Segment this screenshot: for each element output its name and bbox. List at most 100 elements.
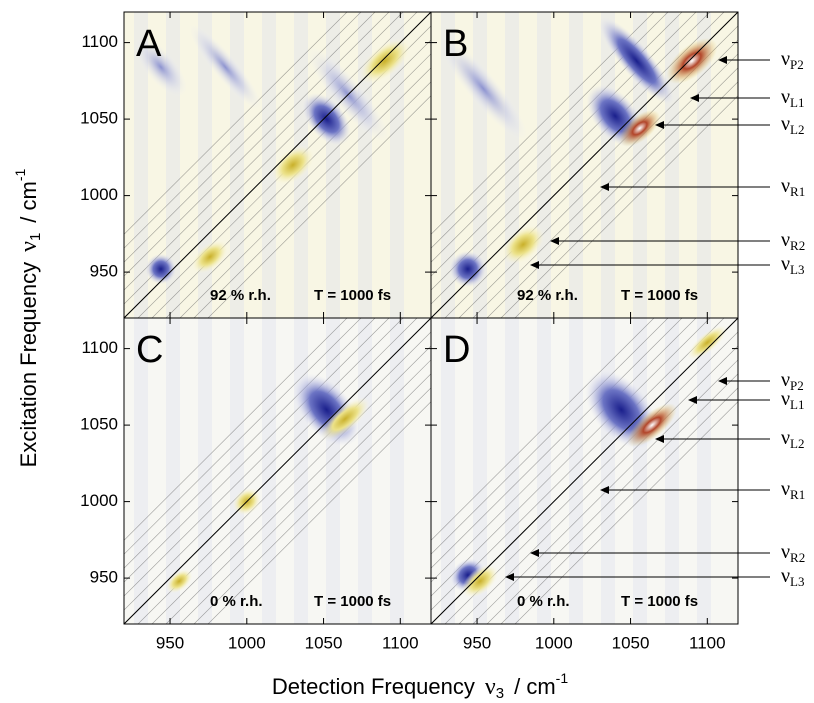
x-tick-label: 1100	[689, 633, 726, 652]
peak-blob	[320, 397, 370, 441]
contour	[124, 318, 348, 541]
x-axis-label: Detection Frequency ν3 / cm-1	[272, 670, 568, 702]
peak-blob	[449, 250, 487, 288]
contour	[431, 12, 669, 249]
arrow-head	[690, 94, 699, 102]
y-tick-label: 1050	[80, 109, 118, 128]
peak-symbol: ν	[781, 113, 790, 135]
peak-symbol: ν	[781, 253, 790, 275]
contour	[458, 39, 738, 318]
streak	[262, 318, 276, 624]
x-tick-label: 950	[156, 633, 184, 652]
contour	[431, 318, 683, 569]
contour	[458, 345, 738, 624]
peak-label: νL2	[781, 113, 805, 137]
humidity-note: 0 % r.h.	[517, 593, 570, 610]
diagonal	[124, 12, 431, 318]
y-tick-label: 1100	[81, 338, 118, 357]
contour	[179, 67, 431, 318]
peak-symbol: ν	[781, 48, 790, 70]
y-axis-exponent: -1	[12, 168, 28, 181]
peak-label: νL1	[781, 86, 805, 110]
streak	[697, 318, 711, 624]
peak-subscript: R1	[790, 184, 805, 199]
contour	[193, 81, 431, 318]
streak	[505, 12, 519, 318]
y-tick-label: 950	[90, 568, 118, 587]
peak-label: νR2	[781, 229, 805, 253]
humidity-note: 92 % r.h.	[210, 287, 271, 304]
streak	[262, 12, 276, 318]
peak-label: νP2	[781, 48, 804, 72]
peak-label: νL3	[781, 253, 805, 277]
x-tick-label: 1050	[305, 633, 343, 652]
y-axis-symbol: ν	[16, 241, 42, 252]
peak-subscript: L1	[790, 95, 804, 110]
arrow-head	[655, 435, 664, 443]
x-tick-label: 1100	[382, 633, 419, 652]
contour	[124, 318, 418, 611]
arrow-head	[505, 573, 514, 581]
peak-blob	[271, 145, 315, 185]
peak-subscript: P2	[790, 378, 804, 393]
peak-symbol: ν	[781, 229, 790, 251]
streak	[390, 12, 404, 318]
peak-label: νL2	[781, 427, 805, 451]
streak	[166, 318, 180, 624]
arrow-head	[530, 549, 539, 557]
contour	[431, 12, 655, 235]
streak	[358, 318, 372, 624]
arrow-head	[655, 121, 664, 129]
peak-symbol: ν	[781, 86, 790, 108]
streak	[326, 318, 340, 624]
peak-blob	[501, 224, 545, 265]
contour	[124, 318, 362, 555]
panel	[124, 318, 431, 624]
x-axis-symbol: ν	[485, 674, 496, 700]
contour	[151, 345, 431, 624]
streak	[537, 318, 551, 624]
contour	[165, 359, 431, 624]
arrow-head	[530, 261, 539, 269]
panel-frame	[430, 317, 739, 625]
peak-label: νR1	[781, 478, 805, 502]
humidity-note: 92 % r.h.	[517, 287, 578, 304]
waiting-time-note: T = 1000 fs	[621, 593, 698, 610]
streak	[537, 12, 551, 318]
peak-label: νL3	[781, 565, 805, 589]
y-tick-label: 950	[90, 262, 118, 281]
contour	[124, 318, 376, 569]
contour	[207, 95, 431, 318]
diagonal	[124, 318, 431, 624]
contour	[514, 95, 738, 318]
x-tick-label: 1000	[535, 633, 573, 652]
x-tick-label: 950	[463, 633, 491, 652]
streak	[665, 318, 679, 624]
arrow-head	[688, 396, 697, 404]
peak-blob	[687, 325, 728, 360]
peak-blob	[461, 564, 499, 598]
streak	[198, 12, 212, 318]
peak-subscript: L3	[790, 574, 804, 589]
peak-blob	[359, 38, 411, 84]
x-axis-unit: / cm	[514, 674, 556, 699]
x-axis-exponent: -1	[556, 670, 569, 686]
contour	[514, 401, 738, 624]
y-tick-label: 1050	[80, 415, 118, 434]
contour	[472, 359, 738, 624]
contour	[500, 81, 738, 318]
peak-symbol: ν	[781, 388, 790, 410]
peak-symbol: ν	[781, 565, 790, 587]
streak	[569, 12, 583, 318]
peak-blob	[145, 253, 177, 285]
y-axis-index: 1	[27, 233, 44, 241]
arrow-head	[718, 377, 727, 385]
waiting-time-note: T = 1000 fs	[621, 287, 698, 304]
y-tick-label: 1100	[81, 32, 118, 51]
streak	[198, 318, 212, 624]
peak-blob	[627, 403, 677, 447]
contour	[193, 387, 431, 624]
arrow-head	[718, 56, 727, 64]
contour	[124, 12, 348, 235]
